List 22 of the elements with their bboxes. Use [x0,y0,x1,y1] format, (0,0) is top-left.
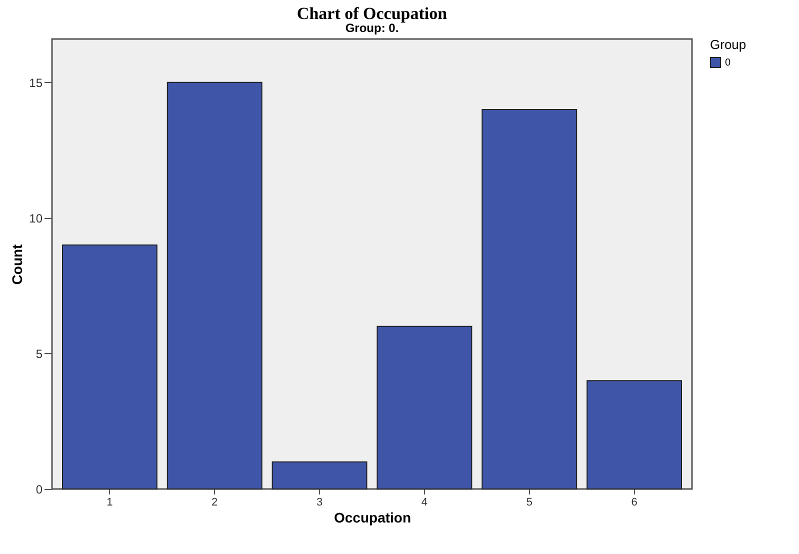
x-tick-label: 5 [526,496,532,508]
x-tick-label: 6 [631,496,638,508]
bar [376,326,472,490]
y-tick-label: 5 [36,346,43,361]
x-tick-label: 3 [316,496,323,508]
y-axis-title: Count [9,244,26,285]
y-tick-label: 0 [36,482,43,496]
legend-label: 0 [725,58,731,68]
y-tick-label: 15 [29,76,43,90]
legend-title: Group [710,37,746,52]
chart-title: Chart of Occupation [296,4,448,23]
x-tick-label: 1 [106,496,113,508]
x-tick-label: 4 [421,496,428,508]
y-tick-label: 10 [29,211,43,226]
x-tick-label: 2 [212,496,218,508]
bar [62,244,158,490]
bar [166,82,262,490]
chart-subtitle: Group: 0. [345,21,399,35]
bar [272,461,368,490]
bar [586,380,682,490]
bar [482,108,578,490]
x-axis-title: Occupation [334,510,412,526]
